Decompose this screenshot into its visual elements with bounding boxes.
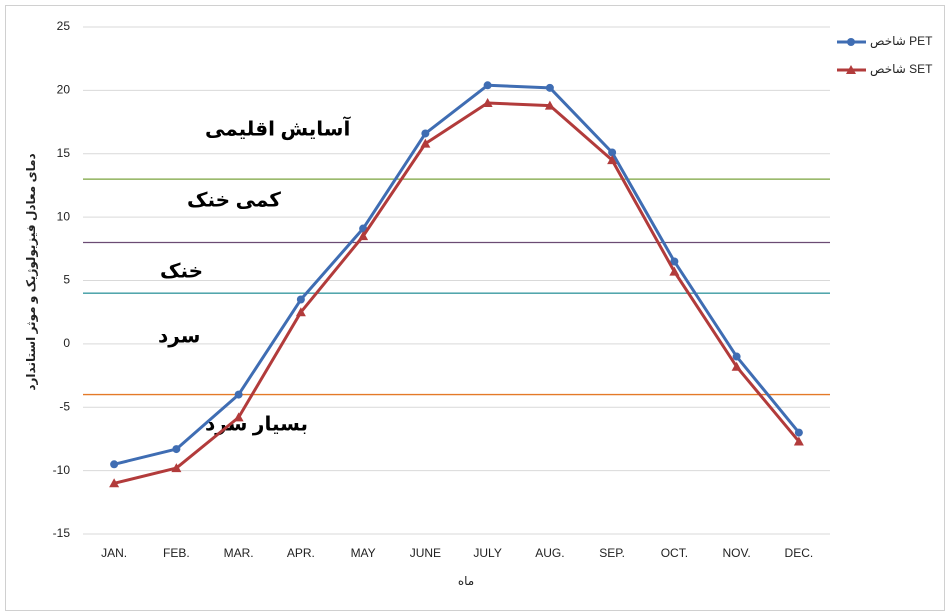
- y-tick-label: -5: [59, 399, 70, 413]
- y-tick-label: 25: [57, 19, 71, 33]
- point: [296, 295, 305, 304]
- x-tick-label: JULY: [473, 546, 501, 560]
- point: [171, 463, 182, 473]
- point: [482, 98, 493, 108]
- x-tick-label: DEC.: [785, 546, 814, 560]
- point: [669, 266, 680, 276]
- point: [110, 460, 119, 469]
- y-tick-label: -10: [53, 463, 71, 477]
- y-tick-label: 0: [63, 336, 70, 350]
- x-tick-label: APR.: [287, 546, 315, 560]
- point: [483, 81, 492, 90]
- point: [234, 390, 243, 399]
- point: [172, 445, 181, 454]
- x-tick-label: MAR.: [224, 546, 254, 560]
- y-tick-label: 20: [57, 83, 71, 97]
- zone-label: خنک: [160, 260, 203, 282]
- y-tick-label: 15: [57, 146, 71, 160]
- point: [544, 100, 555, 110]
- point: [846, 65, 856, 74]
- legend-label: شاخص PET: [870, 34, 933, 49]
- zone-label: بسیار سرد: [205, 413, 308, 435]
- x-tick-label: AUG.: [535, 546, 564, 560]
- x-axis-label: ماه: [458, 574, 474, 588]
- x-tick-label: MAY: [351, 546, 376, 560]
- point: [847, 38, 855, 46]
- y-tick-label: 10: [57, 209, 71, 223]
- x-tick-label: JAN.: [101, 546, 127, 560]
- point: [732, 352, 741, 361]
- x-tick-label: SEP.: [599, 546, 625, 560]
- point: [109, 478, 120, 488]
- x-tick-label: OCT.: [661, 546, 688, 560]
- y-axis-label: دمای معادل فیزیولوژیک و موثر استاندارد: [24, 153, 39, 390]
- point: [794, 428, 803, 437]
- legend-label: شاخص SET: [870, 62, 933, 77]
- zone-label: کمی خنک: [187, 189, 281, 211]
- series-line: [113, 83, 801, 466]
- point: [295, 307, 306, 317]
- y-tick-label: 5: [63, 273, 70, 287]
- point: [421, 129, 430, 138]
- point: [670, 257, 679, 266]
- point: [793, 436, 804, 446]
- point: [607, 155, 618, 165]
- y-tick-label: -15: [53, 526, 71, 540]
- x-tick-label: FEB.: [163, 546, 190, 560]
- series-line: [113, 101, 801, 485]
- x-tick-label: NOV.: [723, 546, 751, 560]
- point: [608, 148, 617, 157]
- point: [420, 138, 431, 148]
- point: [731, 361, 742, 371]
- x-tick-label: JUNE: [410, 546, 441, 560]
- point: [358, 231, 369, 241]
- chart-border: [5, 5, 945, 611]
- point: [545, 83, 554, 92]
- zone-label: آسایش اقلیمی: [205, 115, 351, 140]
- zone-label: سرد: [158, 325, 200, 347]
- point: [233, 412, 244, 422]
